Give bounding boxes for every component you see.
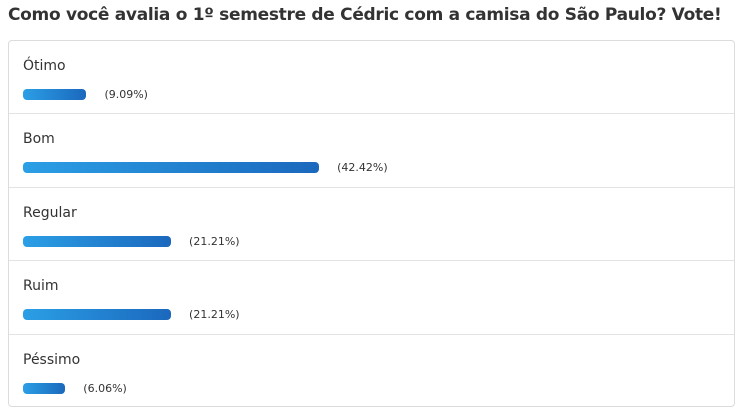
bar-track: (21.21%) — [23, 308, 721, 322]
bar — [23, 309, 172, 321]
poll-option: Ruim (21.21%) — [9, 261, 734, 335]
bar-group: (21.21%) — [23, 234, 721, 248]
option-label: Ruim — [23, 278, 59, 295]
poll-results: Ótimo (9.09%) Bom (42.42%) Regular (21.21%) Ru… — [8, 40, 735, 407]
poll-option: Ótimo (9.09%) — [9, 41, 734, 115]
bar — [23, 89, 87, 100]
bar-track: (21.21%) — [23, 234, 721, 248]
value-label: (21.21%) — [189, 234, 240, 248]
value-label: (9.09%) — [104, 88, 148, 101]
bar-track: (42.42%) — [23, 161, 721, 175]
poll-title: Como você avalia o 1º semestre de Cédric… — [8, 5, 722, 25]
bar — [23, 382, 66, 394]
bar-track: (6.06%) — [23, 381, 721, 395]
value-label: (21.21%) — [189, 308, 240, 322]
value-label: (6.06%) — [83, 381, 127, 395]
bar-track: (9.09%) — [23, 88, 721, 101]
bar-group: (9.09%) — [23, 88, 721, 101]
bar-group: (21.21%) — [23, 308, 721, 322]
value-label: (42.42%) — [337, 161, 388, 175]
poll-option: Péssimo (6.06%) — [9, 335, 734, 408]
poll-option: Regular (21.21%) — [9, 188, 734, 262]
option-label: Ótimo — [23, 58, 66, 74]
bar — [23, 162, 320, 174]
option-label: Regular — [23, 204, 77, 221]
option-label: Péssimo — [23, 351, 81, 368]
option-label: Bom — [23, 131, 55, 148]
bar — [23, 235, 172, 247]
poll-option: Bom (42.42%) — [9, 114, 734, 188]
bar-group: (6.06%) — [23, 381, 721, 395]
bar-group: (42.42%) — [23, 161, 721, 175]
